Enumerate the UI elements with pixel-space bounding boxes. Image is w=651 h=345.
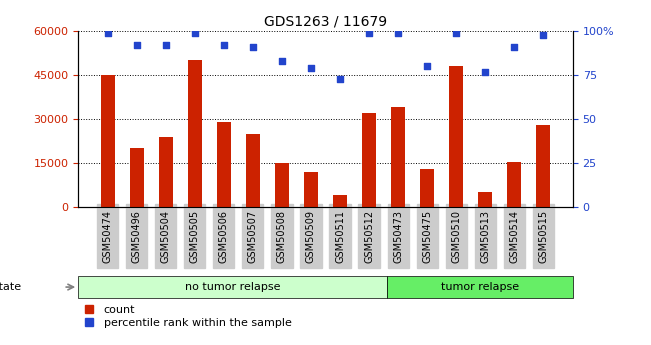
Bar: [275, 163, 289, 207]
Point: [219, 42, 229, 48]
FancyBboxPatch shape: [387, 276, 573, 298]
Bar: [420, 169, 434, 207]
Point: [538, 32, 548, 37]
Bar: [217, 122, 231, 207]
FancyBboxPatch shape: [78, 276, 387, 298]
Point: [451, 30, 462, 36]
Bar: [536, 125, 550, 207]
Text: tumor relapse: tumor relapse: [441, 282, 519, 292]
Bar: [362, 113, 376, 207]
Bar: [304, 172, 318, 207]
Point: [335, 76, 345, 81]
Point: [103, 30, 113, 36]
Text: disease state: disease state: [0, 282, 21, 292]
Point: [306, 65, 316, 71]
Point: [277, 58, 287, 64]
Bar: [391, 107, 406, 207]
Point: [480, 69, 490, 74]
Text: no tumor relapse: no tumor relapse: [185, 282, 281, 292]
Point: [248, 44, 258, 50]
Bar: [507, 161, 521, 207]
Point: [422, 63, 432, 69]
Point: [161, 42, 171, 48]
Point: [509, 44, 519, 50]
Bar: [245, 134, 260, 207]
Legend: count, percentile rank within the sample: count, percentile rank within the sample: [84, 305, 292, 328]
Bar: [187, 60, 202, 207]
Point: [393, 30, 403, 36]
Point: [364, 30, 374, 36]
Bar: [333, 195, 347, 207]
Bar: [159, 137, 173, 207]
Bar: [101, 75, 115, 207]
Point: [132, 42, 142, 48]
Bar: [478, 193, 492, 207]
Bar: [130, 148, 144, 207]
Point: [189, 30, 200, 36]
Bar: [449, 66, 464, 207]
Title: GDS1263 / 11679: GDS1263 / 11679: [264, 14, 387, 29]
